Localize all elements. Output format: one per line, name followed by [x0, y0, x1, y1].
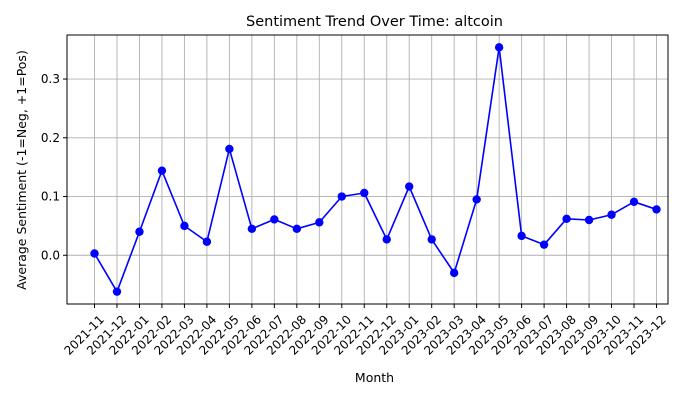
data-point [270, 215, 279, 224]
data-point [180, 221, 189, 231]
tick-layer: 2021-112021-122022-012022-022022-032022-… [41, 72, 669, 358]
data-point [135, 227, 144, 236]
y-tick-label: 0.1 [41, 190, 60, 204]
data-point [629, 197, 639, 207]
y-tick-label: 0.0 [41, 248, 60, 262]
data-point [539, 240, 549, 249]
data-point [405, 182, 414, 191]
data-point [292, 224, 302, 234]
series-layer [90, 43, 661, 296]
data-point [607, 210, 616, 219]
x-axis-label: Month [355, 370, 394, 385]
data-point [90, 249, 99, 258]
data-point [494, 43, 504, 52]
y-tick-label: 0.2 [41, 131, 60, 145]
data-point [427, 235, 436, 244]
data-point [382, 235, 391, 244]
data-point [472, 195, 481, 204]
data-point [157, 166, 167, 175]
data-point [315, 218, 324, 227]
data-point [562, 214, 571, 224]
chart-title: Sentiment Trend Over Time: altcoin [246, 14, 503, 30]
data-point [202, 237, 212, 246]
grid-layer [67, 35, 668, 304]
data-point [225, 144, 234, 154]
data-point [584, 215, 594, 225]
data-point [360, 188, 369, 198]
y-tick-label: 0.3 [41, 72, 60, 86]
series-line [93, 46, 657, 293]
data-point [112, 287, 122, 296]
data-point [517, 231, 526, 241]
plot-frame [66, 34, 669, 305]
data-point [449, 268, 459, 278]
data-point [652, 205, 661, 214]
data-point [337, 192, 346, 201]
y-axis-label: Average Sentiment (-1=Neg, +1=Pos) [14, 50, 29, 290]
data-point [247, 224, 257, 234]
